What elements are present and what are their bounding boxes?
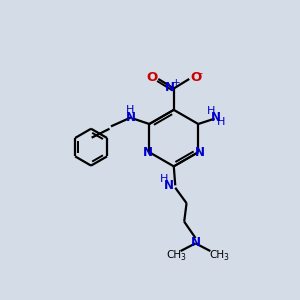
Text: CH: CH xyxy=(167,250,182,260)
Text: N: N xyxy=(195,146,205,159)
Text: N: N xyxy=(143,146,153,159)
Text: -: - xyxy=(199,68,203,78)
Text: N: N xyxy=(126,111,136,124)
Text: N: N xyxy=(211,111,221,124)
Text: O: O xyxy=(146,71,158,84)
Text: H: H xyxy=(160,174,168,184)
Text: +: + xyxy=(172,78,181,88)
Text: H: H xyxy=(207,106,215,116)
Text: CH: CH xyxy=(209,250,224,260)
Text: H: H xyxy=(217,117,225,127)
Text: N: N xyxy=(165,81,175,94)
Text: 3: 3 xyxy=(180,253,185,262)
Text: H: H xyxy=(125,105,134,115)
Text: N: N xyxy=(164,179,174,193)
Text: N: N xyxy=(190,236,200,249)
Text: O: O xyxy=(190,71,201,84)
Text: 3: 3 xyxy=(223,253,228,262)
